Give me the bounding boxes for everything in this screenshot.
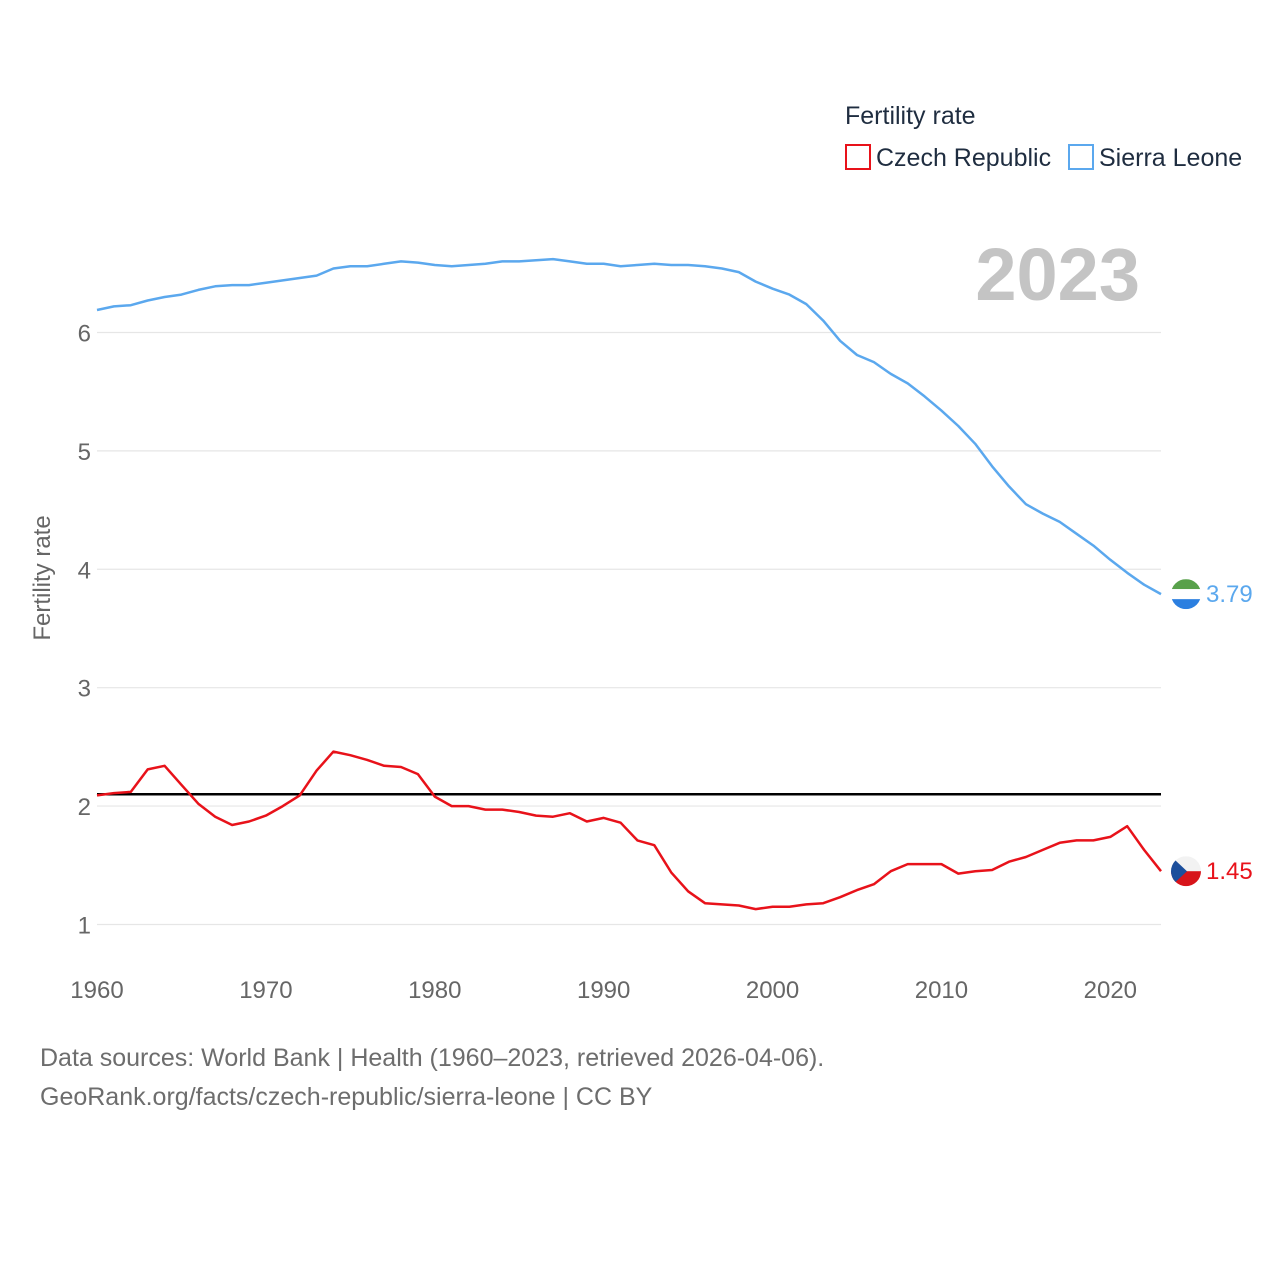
flag-stripe-green [1171, 579, 1201, 590]
flag-stripe-white [1171, 589, 1201, 600]
flag-triangle-blue [1171, 856, 1187, 887]
end-value-czech-republic: 1.45 [1206, 858, 1253, 885]
legend-label-czech-republic: Czech Republic [876, 144, 1051, 172]
series-line-czech-republic [96, 750, 1162, 911]
legend-swatch-sierra-leone [1068, 144, 1094, 170]
x-tick-label-2020: 2020 [1084, 977, 1137, 1004]
y-tick-label-6: 6 [78, 320, 91, 347]
series-line-sierra-leone [96, 257, 1162, 596]
x-tick-label-1990: 1990 [577, 977, 630, 1004]
flag-stripe-blue [1171, 599, 1201, 610]
czech-republic-flag-icon [1171, 856, 1201, 887]
x-tick-label-1980: 1980 [408, 977, 461, 1004]
x-tick-label-1960: 1960 [70, 977, 123, 1004]
y-tick-label-2: 2 [78, 794, 91, 821]
year-label: 2023 [975, 233, 1140, 316]
legend: Fertility rate Czech Republic Sierra Leo… [845, 102, 1242, 172]
legend-title: Fertility rate [845, 102, 976, 130]
y-tick-label-1: 1 [78, 912, 91, 939]
legend-item-sierra-leone[interactable]: Sierra Leone [1068, 144, 1242, 172]
y-gridlines [97, 331, 1161, 926]
footer-sources: Data sources: World Bank | Health (1960–… [40, 1044, 825, 1072]
legend-label-sierra-leone: Sierra Leone [1099, 144, 1242, 172]
x-tick-label-2010: 2010 [915, 977, 968, 1004]
y-tick-label-5: 5 [78, 439, 91, 466]
x-tick-label-2000: 2000 [746, 977, 799, 1004]
footer-attribution-link[interactable]: GeoRank.org/facts/czech-republic/sierra-… [40, 1083, 653, 1111]
sierra-leone-flag-icon [1171, 579, 1201, 610]
y-axis-title: Fertility rate [29, 515, 56, 640]
fertility-rate-chart: 1 2 3 4 5 6 1960 1970 1980 1990 2000 2010 2020 Fert… [29, 102, 1253, 1004]
legend-swatch-czech-republic [845, 144, 871, 170]
end-value-sierra-leone: 3.79 [1206, 581, 1253, 608]
y-tick-label-4: 4 [78, 557, 91, 584]
x-tick-labels: 1960 1970 1980 1990 2000 2010 2020 [70, 977, 1137, 1004]
x-tick-label-1970: 1970 [239, 977, 292, 1004]
legend-item-czech-republic[interactable]: Czech Republic [845, 144, 1051, 172]
y-tick-label-3: 3 [78, 676, 91, 703]
y-tick-labels: 1 2 3 4 5 6 [78, 320, 91, 939]
